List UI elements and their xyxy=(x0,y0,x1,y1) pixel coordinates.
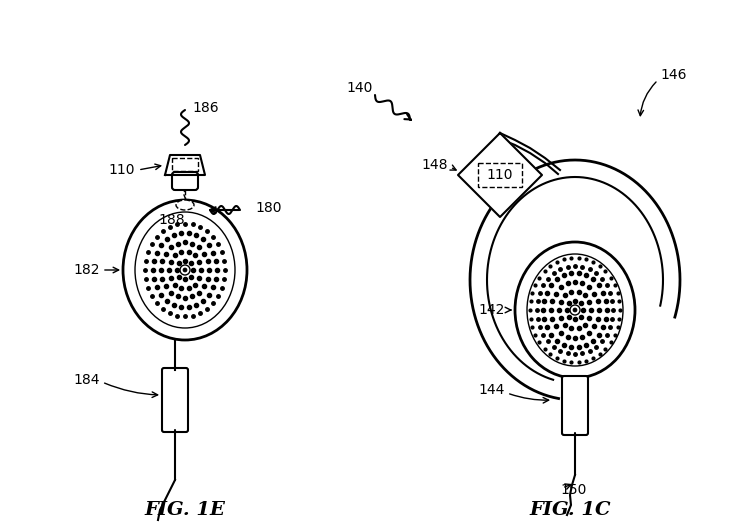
FancyBboxPatch shape xyxy=(562,376,588,435)
Text: FIG. 1C: FIG. 1C xyxy=(530,501,610,519)
Text: 110: 110 xyxy=(109,163,135,177)
Text: 146: 146 xyxy=(660,68,686,82)
Ellipse shape xyxy=(527,254,623,366)
Text: 142: 142 xyxy=(478,303,505,317)
Circle shape xyxy=(570,305,580,315)
Bar xyxy=(172,158,198,171)
FancyBboxPatch shape xyxy=(172,172,198,190)
Text: FIG. 1E: FIG. 1E xyxy=(145,501,226,519)
FancyBboxPatch shape xyxy=(162,368,188,432)
Ellipse shape xyxy=(135,212,235,328)
Text: 186: 186 xyxy=(192,101,219,115)
Circle shape xyxy=(183,268,187,272)
Polygon shape xyxy=(458,133,542,217)
Text: 150: 150 xyxy=(560,483,586,497)
Text: 182: 182 xyxy=(74,263,100,277)
Ellipse shape xyxy=(515,242,635,378)
Ellipse shape xyxy=(176,200,194,210)
Circle shape xyxy=(573,308,577,312)
Polygon shape xyxy=(165,155,205,175)
Text: 110: 110 xyxy=(487,168,513,182)
Text: 180: 180 xyxy=(255,201,281,215)
Bar xyxy=(478,163,522,187)
Text: 144: 144 xyxy=(478,383,505,397)
Text: 148: 148 xyxy=(422,158,448,172)
Text: 188: 188 xyxy=(158,213,185,227)
Text: 184: 184 xyxy=(74,373,100,387)
Circle shape xyxy=(180,265,190,275)
Text: 140: 140 xyxy=(346,81,374,95)
Ellipse shape xyxy=(123,200,247,340)
